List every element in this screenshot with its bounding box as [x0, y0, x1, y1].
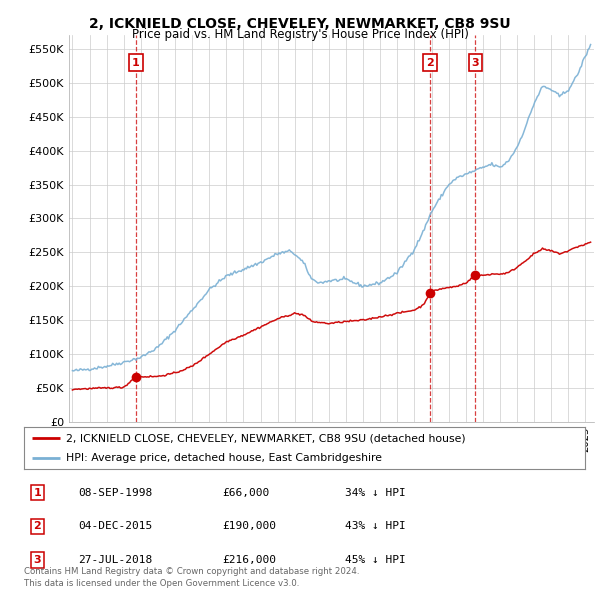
Text: 1: 1: [131, 57, 139, 67]
Text: 45% ↓ HPI: 45% ↓ HPI: [345, 555, 406, 565]
Text: 3: 3: [472, 57, 479, 67]
Text: 34% ↓ HPI: 34% ↓ HPI: [345, 488, 406, 497]
Text: £66,000: £66,000: [222, 488, 269, 497]
Text: 08-SEP-1998: 08-SEP-1998: [78, 488, 152, 497]
Text: 27-JUL-2018: 27-JUL-2018: [78, 555, 152, 565]
Text: £190,000: £190,000: [222, 522, 276, 531]
Text: Contains HM Land Registry data © Crown copyright and database right 2024.
This d: Contains HM Land Registry data © Crown c…: [24, 568, 359, 588]
Text: £216,000: £216,000: [222, 555, 276, 565]
Text: 2, ICKNIELD CLOSE, CHEVELEY, NEWMARKET, CB8 9SU: 2, ICKNIELD CLOSE, CHEVELEY, NEWMARKET, …: [89, 17, 511, 31]
Text: 1: 1: [34, 488, 41, 497]
Text: 2, ICKNIELD CLOSE, CHEVELEY, NEWMARKET, CB8 9SU (detached house): 2, ICKNIELD CLOSE, CHEVELEY, NEWMARKET, …: [66, 433, 466, 443]
Text: 2: 2: [34, 522, 41, 531]
Text: 2: 2: [426, 57, 434, 67]
Text: 04-DEC-2015: 04-DEC-2015: [78, 522, 152, 531]
Text: 3: 3: [34, 555, 41, 565]
Text: HPI: Average price, detached house, East Cambridgeshire: HPI: Average price, detached house, East…: [66, 454, 382, 463]
Text: Price paid vs. HM Land Registry's House Price Index (HPI): Price paid vs. HM Land Registry's House …: [131, 28, 469, 41]
Text: 43% ↓ HPI: 43% ↓ HPI: [345, 522, 406, 531]
